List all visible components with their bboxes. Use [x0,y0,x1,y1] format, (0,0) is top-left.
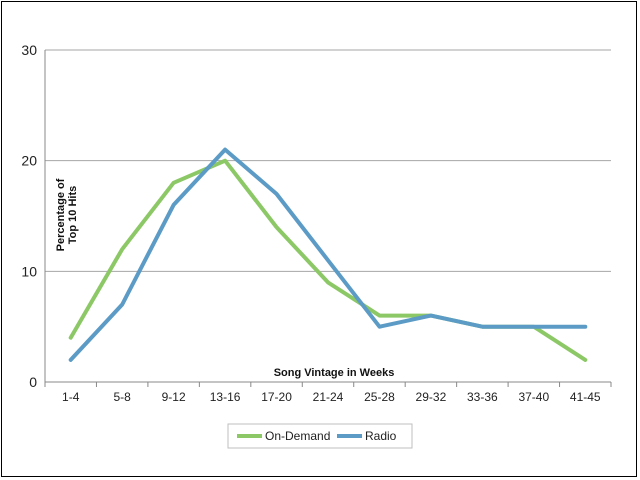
y-tick-label: 20 [21,153,37,169]
x-tick-label: 13-16 [210,390,241,404]
x-tick-label: 25-28 [364,390,395,404]
x-tick-label: 37-40 [518,390,549,404]
x-tick-label: 29-32 [416,390,447,404]
y-tick-label: 10 [21,263,37,279]
x-axis-ticks: 1-4 5-8 9-12 13-16 17-20 21-24 25-28 29-32 33-36… [62,390,601,404]
axes [44,50,612,387]
y-axis-label-line2: Top 10 Hits [67,186,79,244]
y-axis-label-line1: Percentage of [55,178,67,251]
legend-label-radio: Radio [365,429,397,443]
legend-label-on-demand: On-Demand [265,429,330,443]
x-tick-label: 5-8 [114,390,132,404]
y-axis-ticks: 0 10 20 30 [21,42,37,390]
x-tick-label: 9-12 [162,390,186,404]
x-tick-label: 41-45 [570,390,601,404]
y-tick-label: 0 [29,374,37,390]
x-tick-label: 21-24 [313,390,344,404]
series-line-radio [68,147,588,362]
y-tick-label: 30 [21,42,37,58]
y-axis-label: Percentage of Top 10 Hits [55,178,79,251]
series-lines [68,147,588,362]
x-tick-label: 33-36 [467,390,498,404]
x-tick-label: 17-20 [261,390,292,404]
x-tick-label: 1-4 [62,390,80,404]
legend: On-Demand Radio [227,423,413,449]
x-axis-label: Song Vintage in Weeks [274,367,395,379]
